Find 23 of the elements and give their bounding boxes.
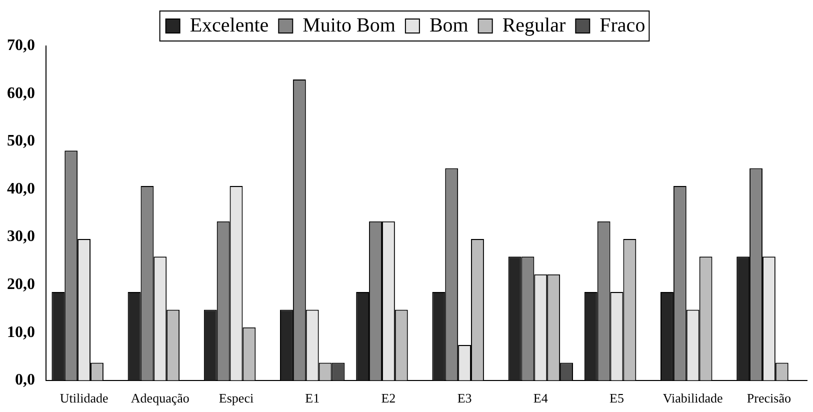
x-tick-label: Utilidade <box>60 390 108 406</box>
x-tick-label: E5 <box>610 390 624 406</box>
y-tick-label: 60,0 <box>7 84 35 102</box>
x-tick-label: Precisão <box>746 390 791 406</box>
y-tick-label: 50,0 <box>7 132 35 150</box>
legend-label: Fraco <box>600 14 646 36</box>
x-tick-label: Especi <box>218 390 254 406</box>
x-tick-label: E2 <box>381 390 396 406</box>
x-tick-label: E3 <box>457 390 472 406</box>
legend-label: Regular <box>502 14 566 36</box>
x-tick-label: Adequação <box>130 390 190 406</box>
y-tick-label: 10,0 <box>7 324 35 341</box>
legend-label: Excelente <box>190 14 269 36</box>
legend-label: Muito Bom <box>302 14 396 36</box>
x-tick-label: E1 <box>305 390 320 406</box>
x-tick-label: Viabilidade <box>662 390 724 406</box>
x-tick-label: E4 <box>533 390 548 406</box>
y-tick-label: 0,0 <box>15 372 35 389</box>
y-tick-label: 70,0 <box>7 37 35 54</box>
legend-label: Bom <box>429 14 469 36</box>
y-tick-label: 30,0 <box>7 228 35 246</box>
y-tick-label: 40,0 <box>7 180 35 198</box>
y-tick-label: 20,0 <box>7 276 35 293</box>
